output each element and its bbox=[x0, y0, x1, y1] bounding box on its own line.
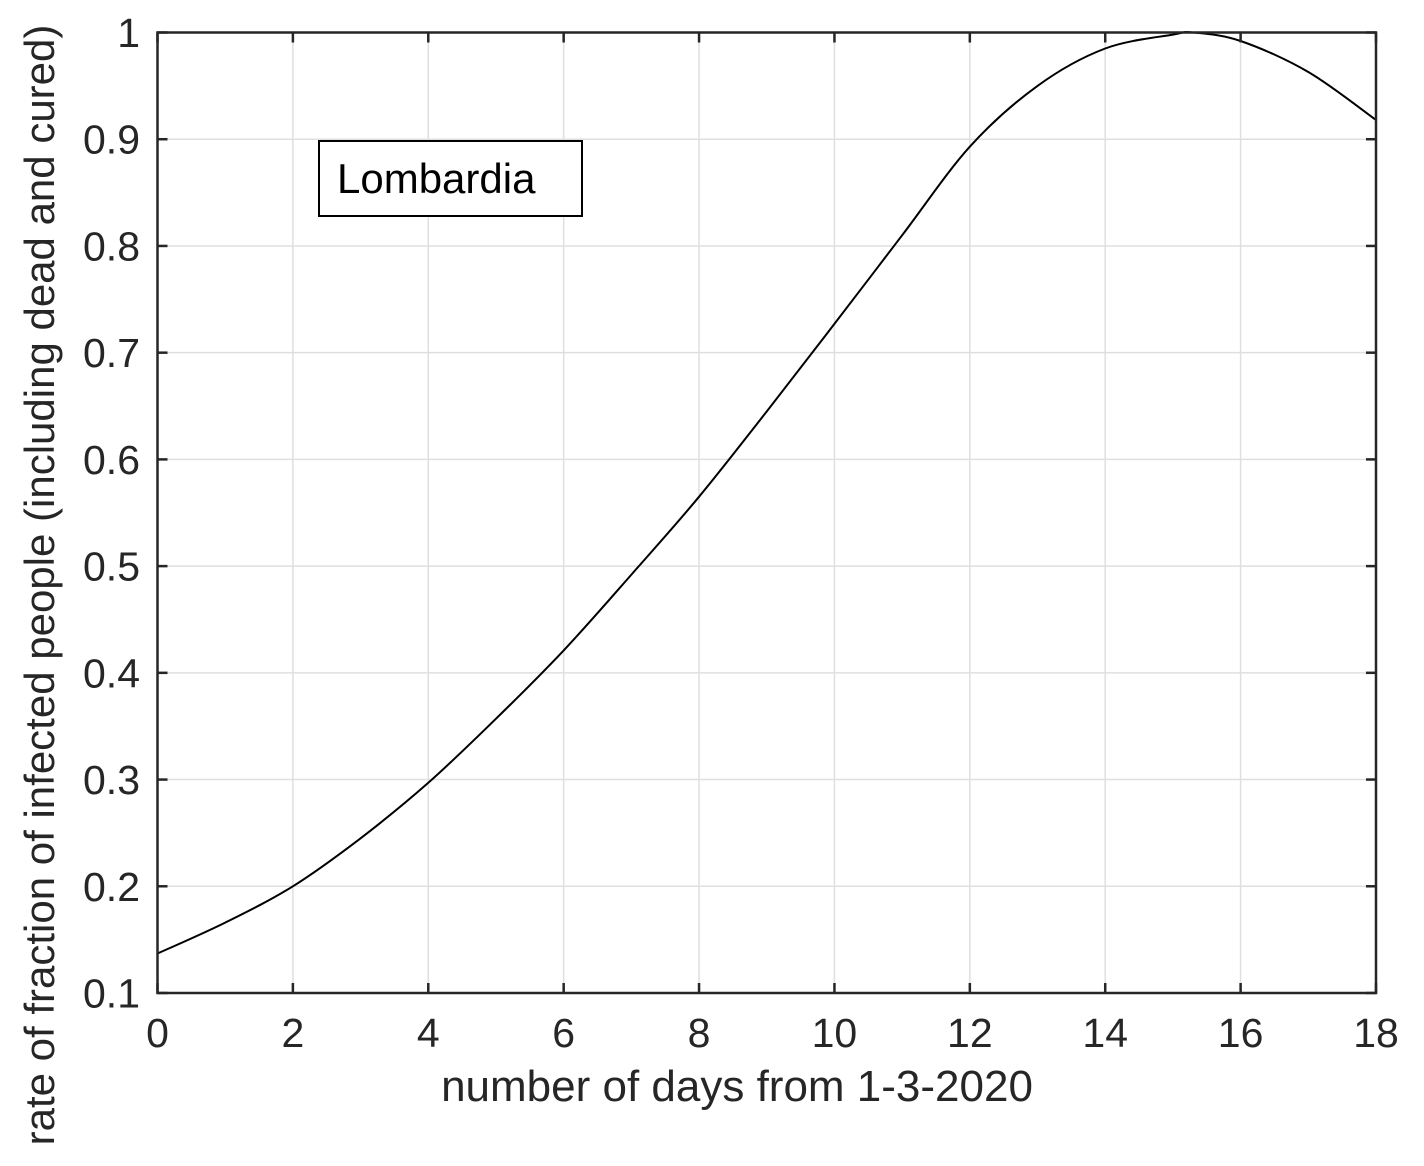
y-tick-label: 0.7 bbox=[83, 330, 140, 376]
y-tick-label: 0.6 bbox=[83, 437, 140, 483]
x-tick-label: 18 bbox=[1353, 1010, 1399, 1056]
x-tick-label: 2 bbox=[281, 1010, 304, 1056]
legend-label: Lombardia bbox=[337, 154, 536, 202]
y-tick-label: 1 bbox=[117, 10, 140, 56]
x-tick-label: 4 bbox=[417, 1010, 440, 1056]
x-tick-label: 10 bbox=[812, 1010, 858, 1056]
x-tick-label: 14 bbox=[1082, 1010, 1128, 1056]
y-tick-label: 0.4 bbox=[83, 650, 140, 696]
axes-border bbox=[156, 31, 1378, 995]
x-axis-label: number of days from 1-3-2020 bbox=[441, 1062, 1033, 1111]
y-tick-label: 0.9 bbox=[83, 117, 140, 163]
x-tick-label: 8 bbox=[688, 1010, 711, 1056]
x-tick-label: 16 bbox=[1218, 1010, 1264, 1056]
y-axis-label: rate of fraction of infected people (inc… bbox=[16, 24, 63, 1146]
x-tick-label: 6 bbox=[552, 1010, 575, 1056]
y-tick-label: 0.8 bbox=[83, 223, 140, 269]
x-tick-label: 12 bbox=[947, 1010, 993, 1056]
y-tick-label: 0.3 bbox=[83, 757, 140, 803]
x-tick-label: 0 bbox=[146, 1010, 169, 1056]
y-tick-label: 0.5 bbox=[83, 544, 140, 590]
y-tick-label: 0.1 bbox=[83, 971, 140, 1017]
legend-box: Lombardia bbox=[318, 140, 583, 217]
y-tick-label: 0.2 bbox=[83, 864, 140, 910]
